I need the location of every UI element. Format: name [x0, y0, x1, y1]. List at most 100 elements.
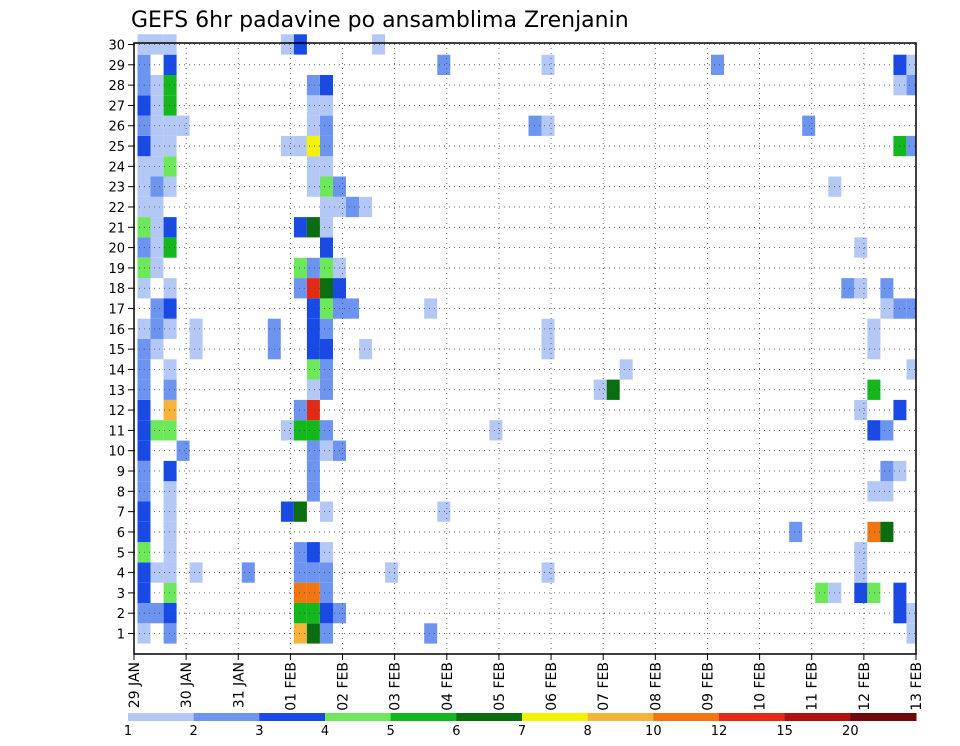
precip-cell	[320, 562, 333, 583]
precip-cell	[854, 582, 868, 603]
precip-cell	[306, 542, 320, 563]
precip-cell	[293, 603, 307, 624]
precip-cell	[346, 298, 359, 319]
precip-cell	[854, 562, 868, 583]
precip-cell	[163, 420, 177, 441]
precip-cell	[906, 623, 916, 644]
precip-cell	[150, 196, 164, 218]
precip-cell	[854, 278, 868, 299]
y-tick-label: 19	[108, 262, 125, 277]
precip-cell	[424, 623, 438, 644]
precip-cell	[163, 54, 177, 75]
y-tick-label: 10	[108, 445, 125, 460]
precip-cell	[293, 542, 307, 563]
precip-cell	[150, 420, 164, 441]
precip-cell	[320, 603, 333, 624]
precip-cell	[306, 359, 320, 380]
precip-cell	[150, 237, 164, 258]
precip-cell	[150, 34, 164, 55]
precip-cell	[372, 34, 386, 55]
precip-cell	[163, 399, 177, 421]
precip-cell	[320, 176, 333, 197]
x-tick-label: 05 FEB	[492, 662, 508, 711]
x-tick-label: 31 JAN	[231, 662, 247, 708]
colorbar-swatch	[719, 713, 786, 721]
y-tick-label: 1	[117, 628, 125, 643]
x-tick-label: 30 JAN	[179, 662, 195, 708]
precip-cell	[320, 75, 333, 96]
y-tick-label: 27	[108, 99, 125, 114]
precip-cell	[150, 603, 164, 624]
precip-cell	[189, 339, 203, 360]
precip-cell	[854, 399, 868, 421]
precip-cell	[906, 359, 916, 380]
precip-cell	[306, 603, 320, 624]
colorbar-swatch	[128, 713, 195, 721]
x-tick-label: 06 FEB	[544, 662, 560, 711]
precip-cell	[150, 115, 164, 136]
precip-cell	[320, 237, 333, 258]
precip-cell	[163, 318, 177, 339]
y-tick-label: 22	[108, 201, 125, 216]
precip-cell	[163, 460, 177, 482]
grid-lines	[134, 43, 916, 654]
precip-cell	[163, 501, 177, 522]
colorbar-swatch	[522, 713, 589, 721]
precip-cell	[867, 379, 881, 400]
colorbar-swatch	[653, 713, 720, 721]
precip-cell	[424, 298, 438, 319]
precip-cell	[293, 501, 307, 522]
colorbar-swatch	[850, 713, 917, 721]
precip-cell	[489, 420, 503, 441]
x-tick-label: 11 FEB	[805, 662, 821, 711]
colorbar-swatch	[325, 713, 392, 721]
precip-cell	[150, 339, 164, 360]
precip-cell	[306, 420, 320, 441]
y-tick-label: 8	[117, 485, 125, 500]
precip-cell	[293, 399, 307, 421]
precip-cell	[906, 298, 916, 319]
precip-cell	[293, 420, 307, 441]
precip-cell	[150, 562, 164, 583]
x-axis: 29 JAN 30 JAN 31 JAN 01 FEB 02 FEB 03 FEB 04 F…	[127, 654, 925, 711]
precip-cell	[320, 440, 333, 461]
precip-cell	[163, 582, 177, 603]
precip-cell	[163, 298, 177, 319]
x-tick-label: 10 FEB	[753, 662, 769, 711]
colorbar-label: 3	[255, 724, 263, 739]
precip-cell	[163, 623, 177, 644]
y-tick-label: 2	[117, 607, 125, 622]
colorbar-label: 15	[776, 724, 793, 739]
precip-cell	[306, 460, 320, 482]
precip-cell	[880, 420, 894, 441]
precip-cell	[280, 34, 294, 55]
precip-cell	[906, 54, 916, 75]
precip-cell	[320, 257, 333, 279]
precip-cell	[293, 623, 307, 644]
precip-cell	[150, 156, 164, 177]
precip-cell	[150, 257, 164, 279]
x-tick-label: 01 FEB	[283, 662, 299, 711]
precip-cell	[320, 278, 333, 299]
precip-cell	[306, 318, 320, 339]
precip-cell	[163, 237, 177, 258]
precip-cell	[385, 562, 399, 583]
y-tick-label: 30	[108, 39, 125, 54]
precip-cell	[150, 318, 164, 339]
precip-cell	[293, 34, 307, 55]
x-tick-label: 02 FEB	[336, 662, 352, 711]
precip-cell	[293, 582, 307, 603]
precip-cell	[320, 95, 333, 116]
precip-cell	[854, 237, 868, 258]
precip-cell	[306, 156, 320, 177]
precip-cell	[163, 278, 177, 299]
precip-cell	[306, 257, 320, 279]
colorbar-label: 5	[387, 724, 395, 739]
precip-cell	[189, 562, 203, 583]
y-tick-label: 20	[108, 242, 125, 257]
precip-cell	[359, 339, 373, 360]
precip-cell	[320, 156, 333, 177]
precip-cell	[293, 217, 307, 238]
precip-cell	[150, 217, 164, 238]
precip-cell	[320, 217, 333, 238]
